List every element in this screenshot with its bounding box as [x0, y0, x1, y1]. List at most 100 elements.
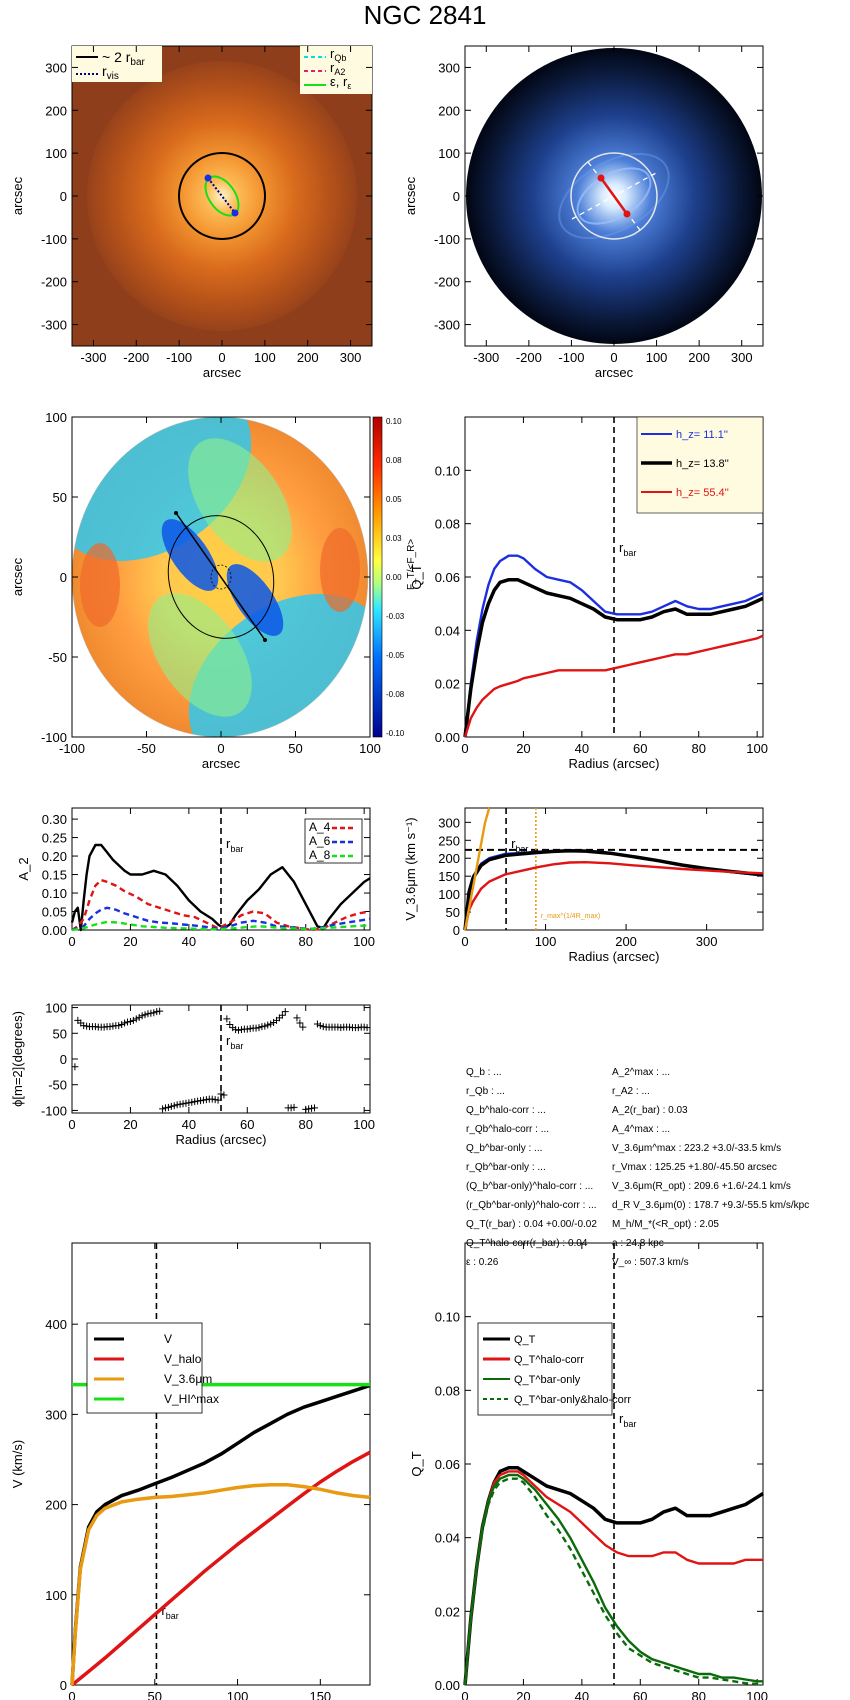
x-tick-label: 0	[217, 741, 224, 756]
y-tick-label: 0.04	[435, 1531, 460, 1546]
x-axis-label: Radius (arcsec)	[568, 949, 659, 964]
series-group	[70, 843, 371, 932]
legend-label: ~ 2 rbar	[102, 49, 146, 68]
y-tick-label: -50	[48, 650, 67, 665]
phase-point	[316, 1022, 324, 1030]
x-tick-label: 200	[297, 350, 319, 365]
y-tick-label: 0	[60, 1052, 67, 1067]
phase-point	[337, 1024, 345, 1032]
phase-point	[129, 1016, 137, 1024]
y-tick-label: 0.05	[42, 905, 67, 920]
y-axis-label: Q_T	[409, 564, 424, 589]
phase-point	[71, 1063, 79, 1071]
series-line	[463, 848, 764, 931]
legend-label: A_6	[309, 834, 331, 848]
x-tick-label: 60	[633, 1689, 647, 1700]
rbar-label-sub: bar	[623, 1419, 636, 1429]
y-axis-label: arcsec	[403, 176, 418, 215]
y-tick-label: 0	[453, 189, 460, 204]
force-lobe-deepblue	[161, 519, 219, 591]
x-tick-label: -200	[516, 350, 542, 365]
param-left: Q_T(r_bar) : 0.04 +0.00/-0.02	[466, 1219, 597, 1230]
phase-point	[80, 1022, 88, 1030]
figure-title: NGC 2841	[363, 0, 487, 30]
rbar-label: rbar	[226, 836, 243, 854]
x-tick-label: 0	[610, 350, 617, 365]
axes-group: 0 20 40 60 80 100 0.00 0.05 0.10 0.15 0.20 0.25 0.30…	[16, 807, 375, 949]
phase-point	[305, 1105, 313, 1113]
rbar-label-sub: bar	[623, 548, 636, 558]
phase-point	[208, 1095, 216, 1103]
colorbar-tick-label: -0.05	[386, 651, 405, 660]
phase-point	[118, 1021, 126, 1029]
y-tick-label: 300	[45, 1407, 67, 1422]
series-line	[70, 1482, 371, 1686]
y-axis-label: arcsec	[10, 176, 25, 215]
force-lobe-red	[80, 543, 120, 627]
phase-point	[226, 1021, 234, 1029]
phase-point	[121, 1019, 129, 1027]
phase-point	[334, 1023, 342, 1031]
phase-point	[179, 1100, 187, 1108]
phase-point	[281, 1008, 289, 1016]
legend-label: rA2	[330, 60, 345, 77]
y-tick-label: 0.06	[435, 570, 460, 585]
phase-point	[354, 1024, 362, 1032]
series-line	[71, 920, 370, 932]
x-tick-label: 100	[535, 934, 557, 949]
rbar-label-sub: bar	[230, 844, 243, 854]
colorbar-tick-label: 0.10	[386, 417, 402, 426]
phase-point	[258, 1023, 266, 1031]
legend-right: rQb rA2 ε, rε	[300, 46, 372, 94]
param-left: Q_b : ...	[466, 1067, 502, 1078]
series-group	[463, 1465, 764, 1686]
phase-point	[252, 1024, 260, 1032]
y-tick-label: 0.00	[42, 923, 67, 938]
rbar-label-main: r	[161, 1603, 166, 1618]
legend-label: rvis	[102, 63, 119, 82]
data-layer	[70, 554, 764, 1687]
y-tick-label: 300	[438, 815, 460, 830]
x-tick-label: 60	[240, 934, 254, 949]
series-line	[463, 1473, 763, 1686]
colorbar-tick-label: -0.03	[386, 612, 405, 621]
phase-point	[170, 1102, 178, 1110]
rbar-label: rbar	[161, 1603, 178, 1621]
x-tick-label: 0	[68, 1117, 75, 1132]
y-axis-label: arcsec	[10, 557, 25, 596]
y-tick-label: 300	[438, 60, 460, 75]
y-tick-label: 0.30	[42, 812, 67, 827]
param-left: ε : 0.26	[466, 1257, 499, 1268]
rbar-label: rbar	[619, 1411, 636, 1429]
x-tick-label: 0	[68, 1689, 75, 1700]
bar-end-marker	[204, 174, 212, 182]
y-tick-label: 0.20	[42, 849, 67, 864]
bar-radius-circle	[178, 152, 266, 240]
phase-point	[237, 1026, 245, 1034]
y-tick-label: 50	[53, 490, 67, 505]
x-tick-label: 40	[575, 1689, 589, 1700]
series-line	[463, 1477, 764, 1686]
rbar-label-sub: bar	[166, 1611, 179, 1621]
x-tick-label: 100	[646, 350, 668, 365]
rbar-label-main: r	[619, 1411, 624, 1426]
phase-point	[132, 1015, 140, 1023]
x-tick-label: 100	[353, 1117, 375, 1132]
phase-point	[319, 1023, 327, 1031]
y-tick-label: 100	[45, 1588, 67, 1603]
legend-label: V_halo	[164, 1352, 202, 1366]
series-line	[463, 577, 764, 738]
y-tick-label: -300	[41, 318, 67, 333]
phase-point	[167, 1102, 175, 1110]
x-axis-label: Radius (arcsec)	[175, 1132, 266, 1147]
x-tick-label: 100	[254, 350, 276, 365]
phase-point	[188, 1098, 196, 1106]
bar-end-marker	[231, 209, 239, 217]
phase-point	[173, 1101, 181, 1109]
y-axis-label: Q_T	[409, 1451, 424, 1476]
x-tick-label: 0	[218, 350, 225, 365]
phase-point	[313, 1020, 321, 1028]
phase-point	[346, 1023, 354, 1031]
bar-ellipse	[167, 515, 275, 639]
